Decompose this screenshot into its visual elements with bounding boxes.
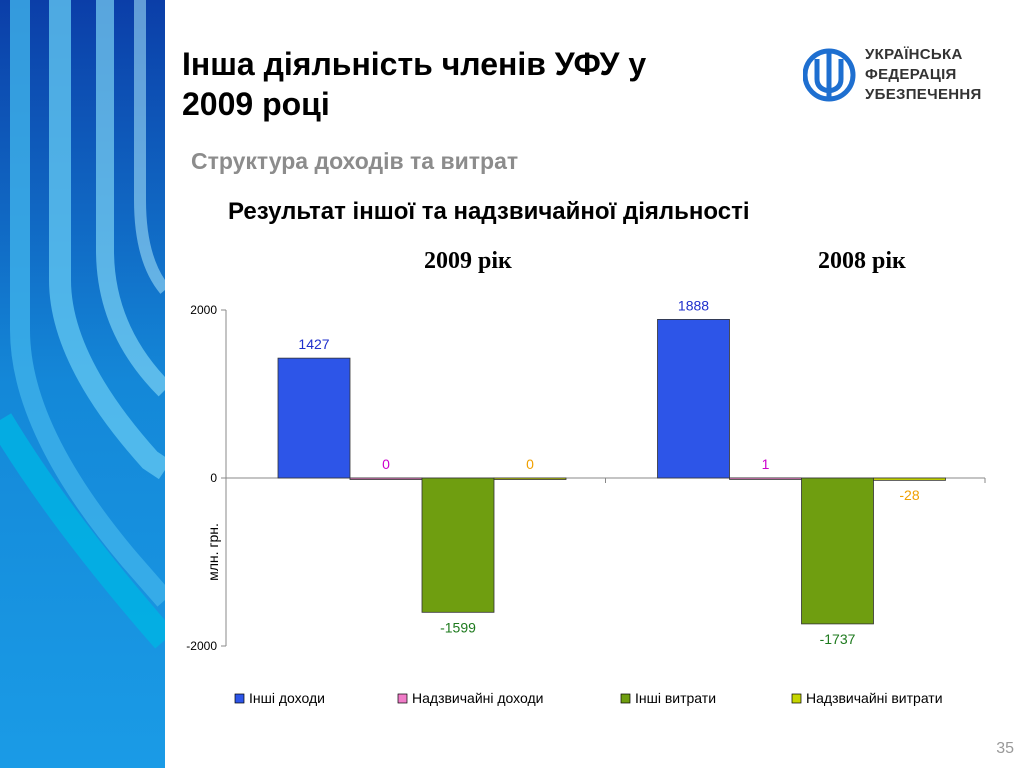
bar-0-1 (657, 319, 730, 479)
y-tick-label: -2000 (186, 639, 217, 653)
data-label-0-0: 1427 (298, 336, 329, 352)
logo-text-line1: УКРАЇНСЬКА (865, 46, 963, 63)
slide-title-line1: Інша діяльність членів УФУ у (182, 46, 647, 82)
legend-label-3: Надзвичайні витрати (806, 690, 943, 706)
decorative-side-stripes (0, 0, 165, 768)
data-label-1-1: 1 (762, 456, 770, 472)
y-axis-label: млн. грн. (205, 523, 221, 581)
page-number: 35 (996, 740, 1014, 757)
data-label-2-1: -1737 (820, 631, 856, 647)
logo-text-line2: ФЕДЕРАЦІЯ (865, 66, 957, 83)
legend-label-2: Інші витрати (635, 690, 716, 706)
y-tick-label: 2000 (190, 303, 217, 317)
data-label-1-0: 0 (382, 456, 390, 472)
legend-swatch-1 (397, 693, 408, 704)
data-label-3-1: -28 (899, 487, 919, 503)
slide-subtitle: Структура доходів та витрат (191, 148, 519, 174)
bar-2-1 (801, 477, 874, 625)
bar-3-0 (493, 477, 567, 480)
slide-title-line2: 2009 році (182, 86, 330, 122)
slide-title: Інша діяльність членів УФУ у 2009 році (182, 44, 742, 124)
logo-text-line3: УБЕЗПЕЧЕННЯ (865, 86, 982, 103)
legend-label-0: Інші доходи (249, 690, 325, 706)
data-label-3-0: 0 (526, 456, 534, 472)
data-label-0-1: 1888 (678, 297, 709, 313)
group-label-2009: 2009 рік (424, 248, 512, 274)
legend-swatch-2 (620, 693, 631, 704)
section-title: Результат іншої та надзвичайної діяльнос… (228, 198, 750, 225)
bar-0-0 (277, 357, 351, 479)
bar-1-1 (729, 477, 802, 480)
group-label-2008: 2008 рік (818, 248, 906, 274)
legend-swatch-3 (791, 693, 802, 704)
bar-1-0 (349, 477, 423, 480)
logo-text: УКРАЇНСЬКА ФЕДЕРАЦІЯ УБЕЗПЕЧЕННЯ (865, 45, 982, 105)
bar-chart: -2000 0 2000 млн. грн. 1427 0 -1599 0 1888 1 -1737… (186, 297, 986, 706)
legend-label-1: Надзвичайні доходи (412, 690, 543, 706)
company-logo: УКРАЇНСЬКА ФЕДЕРАЦІЯ УБЕЗПЕЧЕННЯ (803, 43, 1003, 107)
y-tick-label: 0 (210, 471, 217, 485)
legend-swatch-0 (234, 693, 245, 704)
trident-logo-icon (803, 48, 856, 102)
data-label-2-0: -1599 (440, 619, 476, 635)
bar-3-1 (873, 477, 946, 481)
bar-2-0 (421, 477, 495, 613)
